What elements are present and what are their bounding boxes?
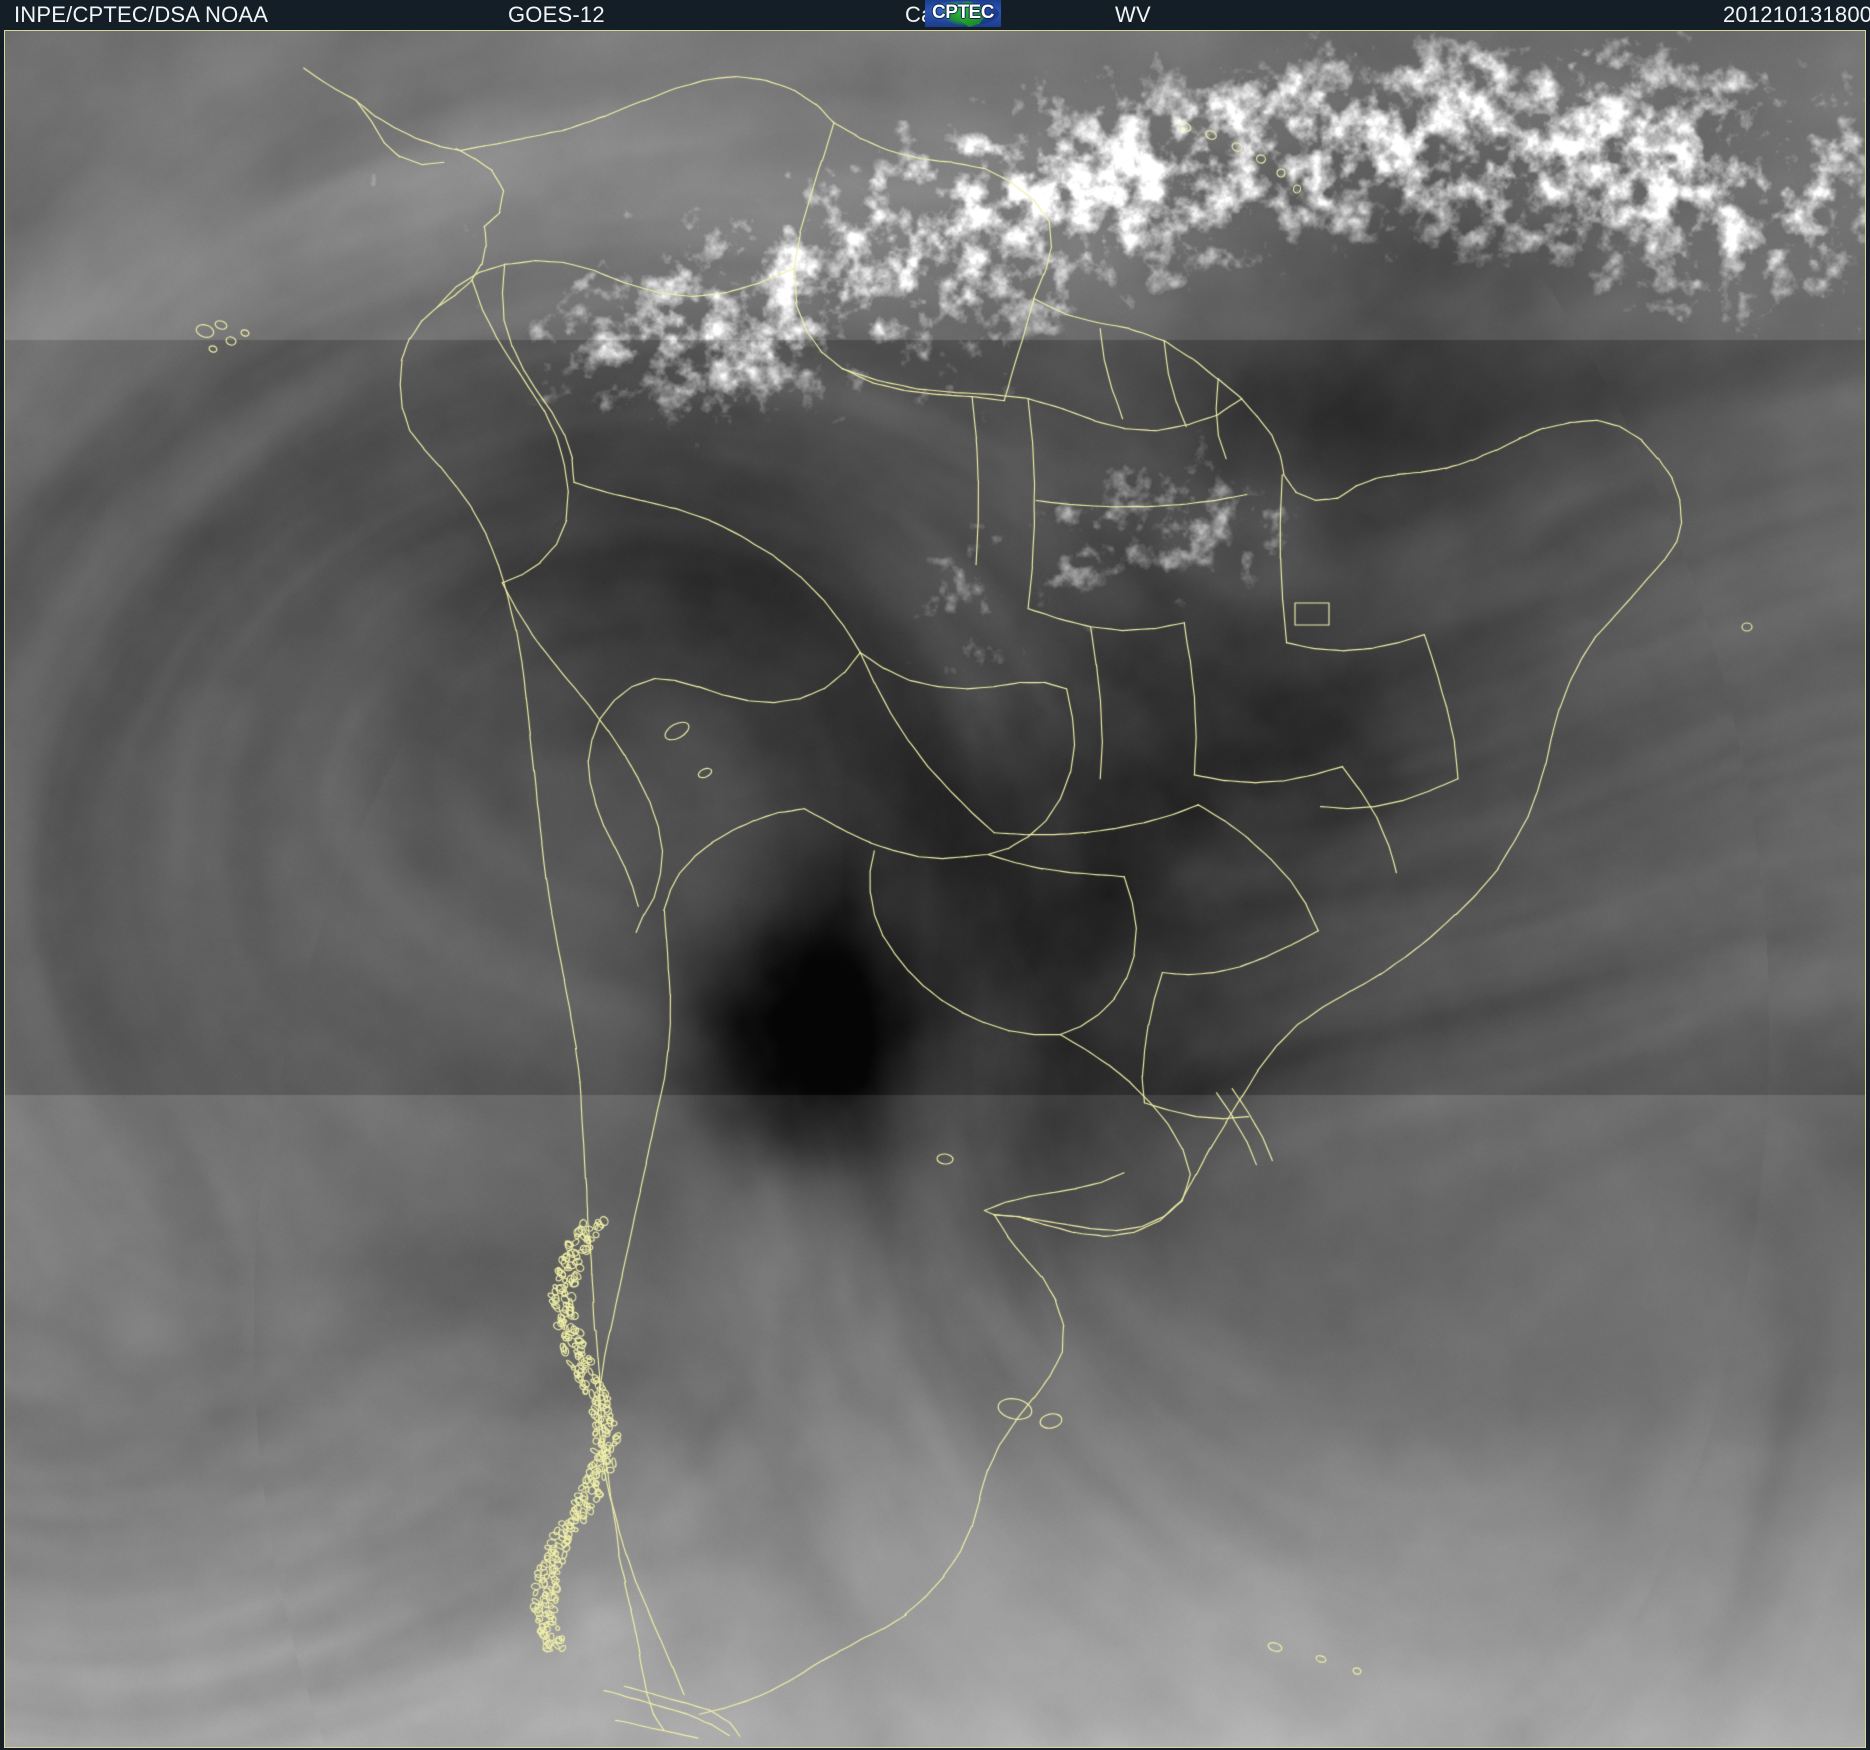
satellite-image-frame	[4, 30, 1866, 1748]
cptec-logo-label: CPTEC	[932, 2, 994, 23]
logo-globe-shape-2	[959, 9, 985, 27]
satellite-image-canvas	[5, 31, 1865, 1747]
header-agency-label: NOAA	[205, 2, 269, 27]
header-product-label: WV	[1115, 2, 1151, 27]
header-source-label: INPE/CPTEC/DSA	[14, 2, 201, 27]
header-satellite-label: GOES-12	[508, 2, 605, 27]
header-bar: INPE/CPTEC/DSA NOAA GOES-12 Canal - 3 WV…	[0, 0, 1870, 30]
header-timestamp-label: 201210131800	[1723, 2, 1870, 27]
cptec-logo-icon: CPTEC	[925, 0, 1001, 27]
